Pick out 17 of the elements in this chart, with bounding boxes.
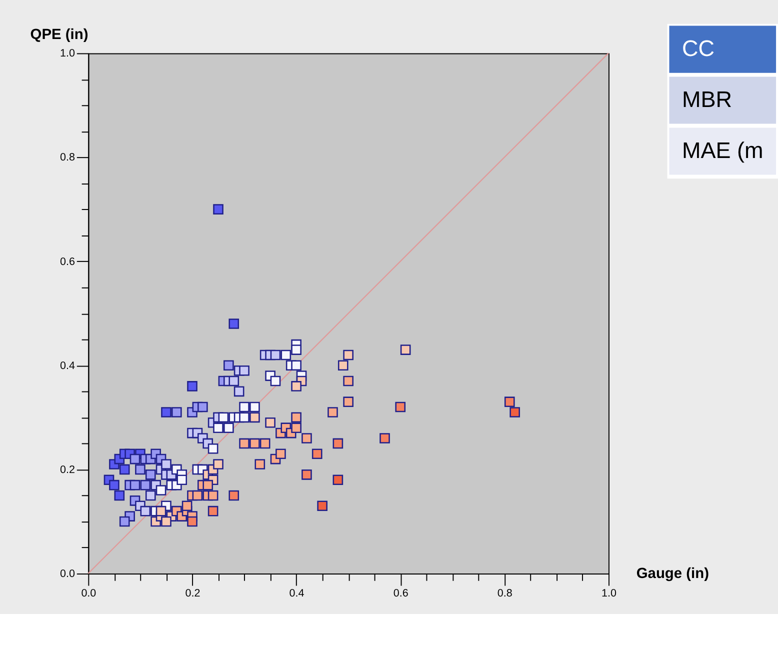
y-tick-label: 0.8 <box>60 152 75 164</box>
y-tick-label: 0.0 <box>60 568 75 580</box>
text: MAE (m <box>682 138 764 164</box>
text: MBR <box>682 87 732 112</box>
y-tick-label: 0.6 <box>60 256 75 268</box>
y-tick-label: 0.4 <box>60 360 75 372</box>
x-tick-label: 0.8 <box>497 588 512 600</box>
x-tick-label: 1.0 <box>601 588 616 600</box>
x-tick-label: 0.6 <box>393 588 408 600</box>
y-axis-title: QPE (in) <box>30 27 88 44</box>
text: CC <box>682 36 715 62</box>
y-tick-label: 0.2 <box>60 464 75 476</box>
x-axis-title: Gauge (in) <box>636 566 710 582</box>
y-tick-label: 1.0 <box>60 48 75 60</box>
x-tick-label: 0.4 <box>289 588 304 600</box>
x-tick-label: 0.2 <box>185 588 200 600</box>
x-tick-label: 0.0 <box>81 588 96 600</box>
